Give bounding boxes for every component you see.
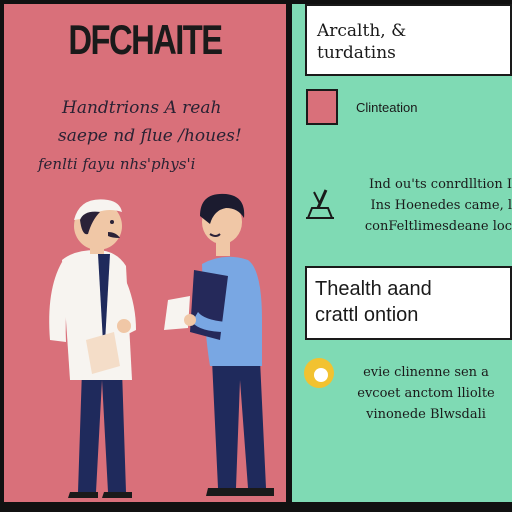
doctor-patient-illustration (49, 193, 274, 498)
patient-figure (184, 193, 274, 496)
info-card-line: Arcalth, & (317, 21, 407, 41)
info-text-block-2: evie clinenne sen a evcoet anctom lliolt… (340, 362, 512, 425)
info-card-line: crattl ontion (315, 304, 419, 326)
info-card-text: Arcalth, & turdatins (317, 20, 406, 64)
left-text-line: Handtrions A reah (62, 98, 222, 118)
info-card-text: Thealth aand crattl ontion (315, 276, 432, 328)
pen-in-cup-icon (306, 189, 334, 219)
info-card-line: Thealth aand (315, 278, 432, 300)
info-text-line: vinonede Blwsdali (366, 407, 486, 422)
info-text-line: evie clinenne sen a (363, 365, 489, 380)
info-text-line: conFeltlimesdeane loc (364, 219, 512, 234)
info-text-block-1: Ind ou'ts conrdlltion I Ins Hoenedes cam… (346, 174, 512, 237)
left-text-line: saepe nd flue /houes! (58, 126, 242, 146)
info-card-mid: Thealth aand crattl ontion (305, 266, 512, 340)
poster-title: DFCHAITE (68, 16, 223, 63)
right-panel (292, 4, 512, 502)
info-card-line: turdatins (317, 43, 396, 63)
left-text-block: Handtrions A reah saepe nd flue /houes! … (30, 94, 280, 178)
color-swatch (306, 89, 338, 125)
info-text-line: Ind ou'ts conrdlltion I (369, 177, 512, 192)
swatch-label: Clinteation (356, 100, 418, 115)
info-text-line: Ins Hoenedes came, l (370, 198, 512, 213)
info-card-top: Arcalth, & turdatins (305, 4, 512, 76)
paper-shape (164, 296, 190, 330)
doctor-figure (49, 199, 136, 498)
left-text-line: fenlti fayu nhs'phys'i (38, 155, 196, 173)
yellow-circle-icon (304, 358, 334, 388)
left-panel: DFCHAITE (4, 4, 286, 502)
info-text-line: evcoet anctom lliolte (357, 386, 495, 401)
